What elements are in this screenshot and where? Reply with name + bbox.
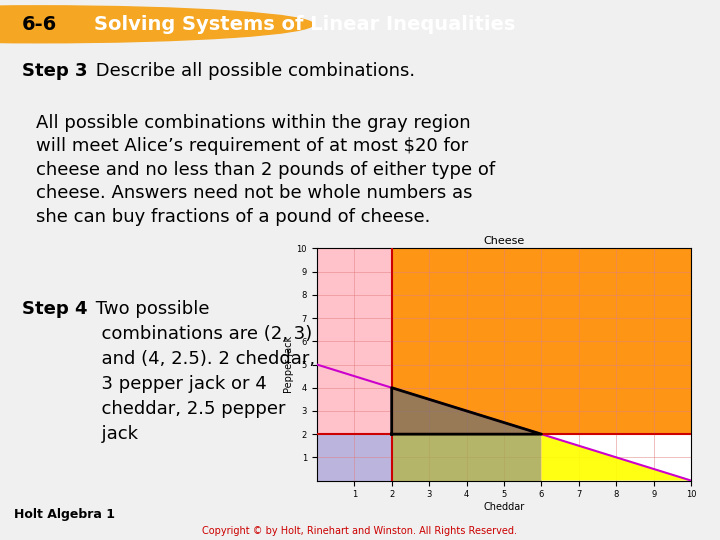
Text: 6-6: 6-6: [22, 15, 57, 34]
Polygon shape: [392, 248, 691, 434]
Polygon shape: [317, 248, 392, 434]
Polygon shape: [317, 434, 392, 481]
Y-axis label: Pepper Jack: Pepper Jack: [284, 336, 294, 393]
Circle shape: [0, 6, 313, 43]
Polygon shape: [541, 434, 691, 481]
Text: Two possible
  combinations are (2, 3)
  and (4, 2.5). 2 cheddar,
  3 pepper jac: Two possible combinations are (2, 3) and…: [90, 300, 315, 443]
Text: Describe all possible combinations.: Describe all possible combinations.: [90, 62, 415, 80]
Text: All possible combinations within the gray region
will meet Alice’s requirement o: All possible combinations within the gra…: [36, 113, 495, 226]
Text: Step 4: Step 4: [22, 300, 87, 318]
X-axis label: Cheddar: Cheddar: [483, 502, 525, 512]
Text: Holt Algebra 1: Holt Algebra 1: [14, 508, 115, 521]
Polygon shape: [392, 388, 541, 434]
Title: Cheese: Cheese: [483, 236, 525, 246]
Text: Solving Systems of Linear Inequalities: Solving Systems of Linear Inequalities: [94, 15, 515, 34]
Polygon shape: [392, 434, 541, 481]
Text: Step 3: Step 3: [22, 62, 87, 80]
Text: Copyright © by Holt, Rinehart and Winston. All Rights Reserved.: Copyright © by Holt, Rinehart and Winsto…: [202, 526, 518, 536]
